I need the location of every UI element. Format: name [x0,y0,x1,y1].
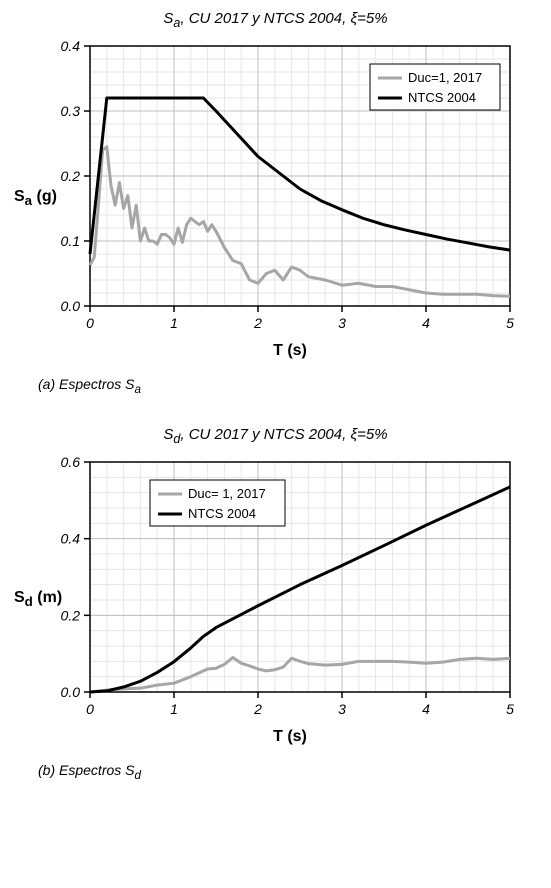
chart-b-wrap: Sd (m) 0123450.00.20.40.6Duc= 1, 2017NTC… [40,452,540,746]
caption-b: (b) Espectros Sd [38,762,541,782]
chart-a-wrap: Sa (g) 0123450.00.10.20.30.4Duc=1, 2017N… [40,36,540,360]
svg-text:4: 4 [422,701,430,717]
svg-text:NTCS 2004: NTCS 2004 [188,506,256,521]
svg-text:0.2: 0.2 [61,168,81,184]
svg-text:2: 2 [253,701,262,717]
caption-a-prefix: (a) [38,376,55,392]
caption-a-text: Espectros Sa [55,376,141,392]
svg-text:0.6: 0.6 [61,454,81,470]
svg-text:0.0: 0.0 [61,298,81,314]
svg-text:0: 0 [86,701,94,717]
caption-b-prefix: (b) [38,762,55,778]
chart-b-xlabel: T (s) [40,728,540,746]
svg-text:Duc=1, 2017: Duc=1, 2017 [408,70,482,85]
svg-text:1: 1 [170,701,178,717]
svg-text:0.4: 0.4 [61,38,81,54]
svg-text:1: 1 [170,315,178,331]
svg-text:0.2: 0.2 [61,607,81,623]
svg-text:0.4: 0.4 [61,530,81,546]
svg-text:0.0: 0.0 [61,684,81,700]
chart-a-title: Sa, CU 2017 y NTCS 2004, ξ=5% [10,10,541,30]
figure-b: Sd, CU 2017 y NTCS 2004, ξ=5% Sd (m) 0 1 2… [10,426,541,782]
chart-b-title: Sd, CU 2017 y NTCS 2004, ξ=5% [10,426,541,446]
svg-text:0.1: 0.1 [61,233,80,249]
svg-text:2: 2 [253,315,262,331]
svg-text:0.3: 0.3 [61,103,81,119]
svg-text:4: 4 [422,315,430,331]
chart-b-svg: 0 1 2 3 4 5 0.0 0.2 0.4 0.6 Duc= 1, 2017 NTCS 2004 [40,452,520,722]
svg-text:3: 3 [338,315,346,331]
svg-text:5: 5 [506,315,514,331]
svg-text:5: 5 [506,701,514,717]
caption-a: (a) Espectros Sa [38,376,541,396]
svg-text:3: 3 [338,701,346,717]
chart-a-xlabel: T (s) [40,342,540,360]
figure-a: Sa, CU 2017 y NTCS 2004, ξ=5% Sa (g) 0 1 2… [10,10,541,396]
svg-text:Duc= 1, 2017: Duc= 1, 2017 [188,486,266,501]
chart-b-ylabel: Sd (m) [14,589,62,609]
chart-a-ylabel: Sa (g) [14,188,57,208]
caption-b-text: Espectros Sd [55,762,141,778]
svg-text:0: 0 [86,315,94,331]
chart-a-svg: 0 1 2 3 4 5 0.0 0.1 0.2 0.3 0.4 Duc=1, 2017 NTCS 200… [40,36,520,336]
svg-text:NTCS 2004: NTCS 2004 [408,90,476,105]
